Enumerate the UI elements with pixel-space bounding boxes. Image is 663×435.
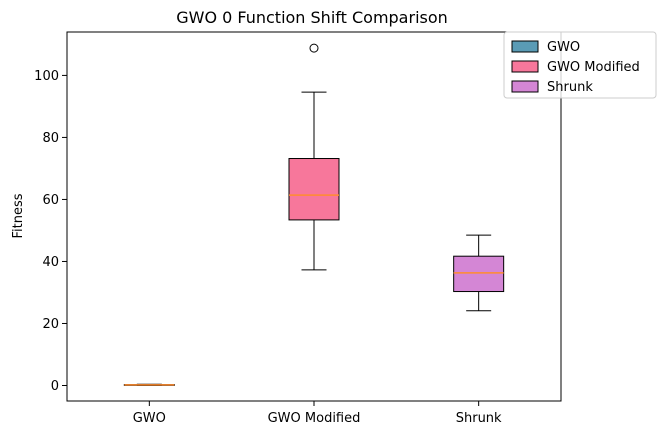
y-tick-label: 60 [42, 193, 59, 208]
legend-swatch [511, 40, 539, 53]
y-tick-label: 80 [42, 131, 59, 146]
x-tick-label: GWO [133, 411, 166, 426]
y-axis-label: Fitness [11, 193, 26, 238]
y-tick-label: 0 [51, 379, 59, 394]
x-axis: GWO GWO Modified Shrunk [133, 401, 502, 426]
y-axis: 0 20 40 60 80 100 [34, 69, 67, 394]
legend-swatch [511, 60, 539, 73]
chart-title: GWO 0 Function Shift Comparison [176, 8, 448, 27]
box-gwo-modified [288, 43, 340, 271]
box-shrunk [453, 234, 505, 312]
legend: GWO GWO Modified Shrunk [503, 31, 657, 99]
legend-frame [503, 31, 657, 99]
x-tick-label: Shrunk [456, 411, 502, 426]
x-tick-label: GWO Modified [268, 411, 361, 426]
boxes [123, 43, 505, 386]
legend-label: Shrunk [547, 80, 593, 95]
legend-swatch [511, 80, 539, 93]
legend-label: GWO Modified [547, 60, 640, 75]
outlier-point [309, 43, 319, 53]
y-tick-label: 20 [42, 317, 59, 332]
y-tick-label: 100 [34, 69, 59, 84]
box-gwo [123, 383, 175, 386]
legend-label: GWO [547, 40, 580, 55]
y-tick-label: 40 [42, 255, 59, 270]
iqr-box [288, 158, 340, 221]
iqr-box [453, 255, 505, 293]
